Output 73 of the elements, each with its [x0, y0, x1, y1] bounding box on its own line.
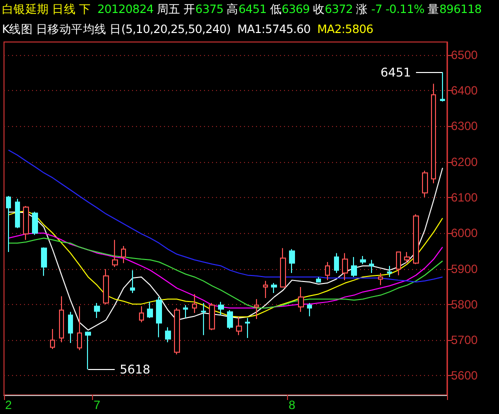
candlestick [156, 296, 162, 338]
candlestick [387, 265, 392, 278]
annotation: 5618 [120, 362, 150, 376]
candlestick [139, 306, 144, 323]
y-tick-label: 5600 [451, 368, 478, 383]
candlestick [325, 262, 330, 281]
line-series [8, 210, 444, 318]
candlestick [440, 72, 445, 102]
candlestick [218, 301, 224, 316]
candlestick [121, 245, 126, 264]
line-series [8, 167, 444, 331]
candlestick [271, 282, 277, 294]
chart-title: 白银延期 日线 下 [2, 2, 91, 16]
text: MA1:5745.60 [237, 22, 312, 36]
candlestick [147, 301, 153, 318]
candlestick [103, 268, 109, 305]
text: MA2:5806 [317, 22, 374, 36]
y-tick-label: 6500 [451, 48, 478, 62]
candlestick [6, 196, 11, 253]
candlestick [32, 211, 38, 236]
x-tick-label: 2 [5, 398, 12, 412]
candlestick [209, 302, 215, 331]
candlestick [431, 83, 436, 184]
candlestick [404, 252, 410, 264]
candlestick [378, 272, 383, 286]
candlestick [289, 248, 295, 274]
candlestick [227, 310, 233, 330]
candlestick [307, 302, 312, 317]
candlestick [112, 239, 118, 268]
candlestick [94, 302, 100, 318]
candlestick [245, 317, 250, 338]
candlestick [50, 328, 55, 350]
candlestick [174, 308, 180, 355]
candlestick [183, 304, 188, 318]
text: K线图 日移动平均线 日(5,10,20,25,50,240) [2, 22, 232, 36]
x-tick-label: 8 [288, 398, 296, 412]
candlestick [85, 331, 91, 370]
y-tick-label: 5700 [451, 333, 478, 348]
candlestick [59, 296, 64, 343]
text: 20120824 周五 开6375 高6451 低6369 收6372 涨 -7 -0.11% 量896118 [97, 2, 482, 16]
candlestick [23, 206, 29, 240]
y-tick-label: 5900 [451, 262, 478, 276]
line-series [8, 150, 444, 282]
candlestick [15, 198, 20, 229]
candlestick [165, 326, 171, 343]
candlestick [254, 298, 259, 320]
candlestick [130, 270, 135, 294]
y-tick-label: 6200 [451, 154, 478, 169]
candlestick [298, 286, 304, 312]
candlestick [263, 280, 268, 299]
candlestick [360, 255, 366, 265]
candlestick [351, 256, 357, 278]
x-tick-label: 7 [94, 398, 101, 412]
y-tick-label: 6100 [451, 190, 478, 204]
candlestick [396, 252, 401, 276]
candlestick [334, 252, 339, 274]
candlestick [41, 246, 47, 276]
y-tick-label: 5800 [451, 297, 478, 312]
candlestick [280, 248, 286, 288]
candlestick [68, 311, 73, 344]
candlestick [342, 252, 348, 281]
candlestick [413, 214, 419, 265]
candlestick [369, 259, 374, 274]
annotation: 6451 [380, 65, 411, 80]
candlestick [236, 316, 242, 336]
candlestick [192, 294, 197, 314]
y-tick-label: 6400 [451, 83, 478, 98]
y-tick-label: 6000 [451, 226, 478, 240]
candlestick [316, 276, 321, 282]
candlestick [77, 306, 82, 351]
candlestick [422, 170, 428, 198]
y-tick-label: 6300 [451, 119, 478, 134]
candlestick [201, 302, 206, 336]
